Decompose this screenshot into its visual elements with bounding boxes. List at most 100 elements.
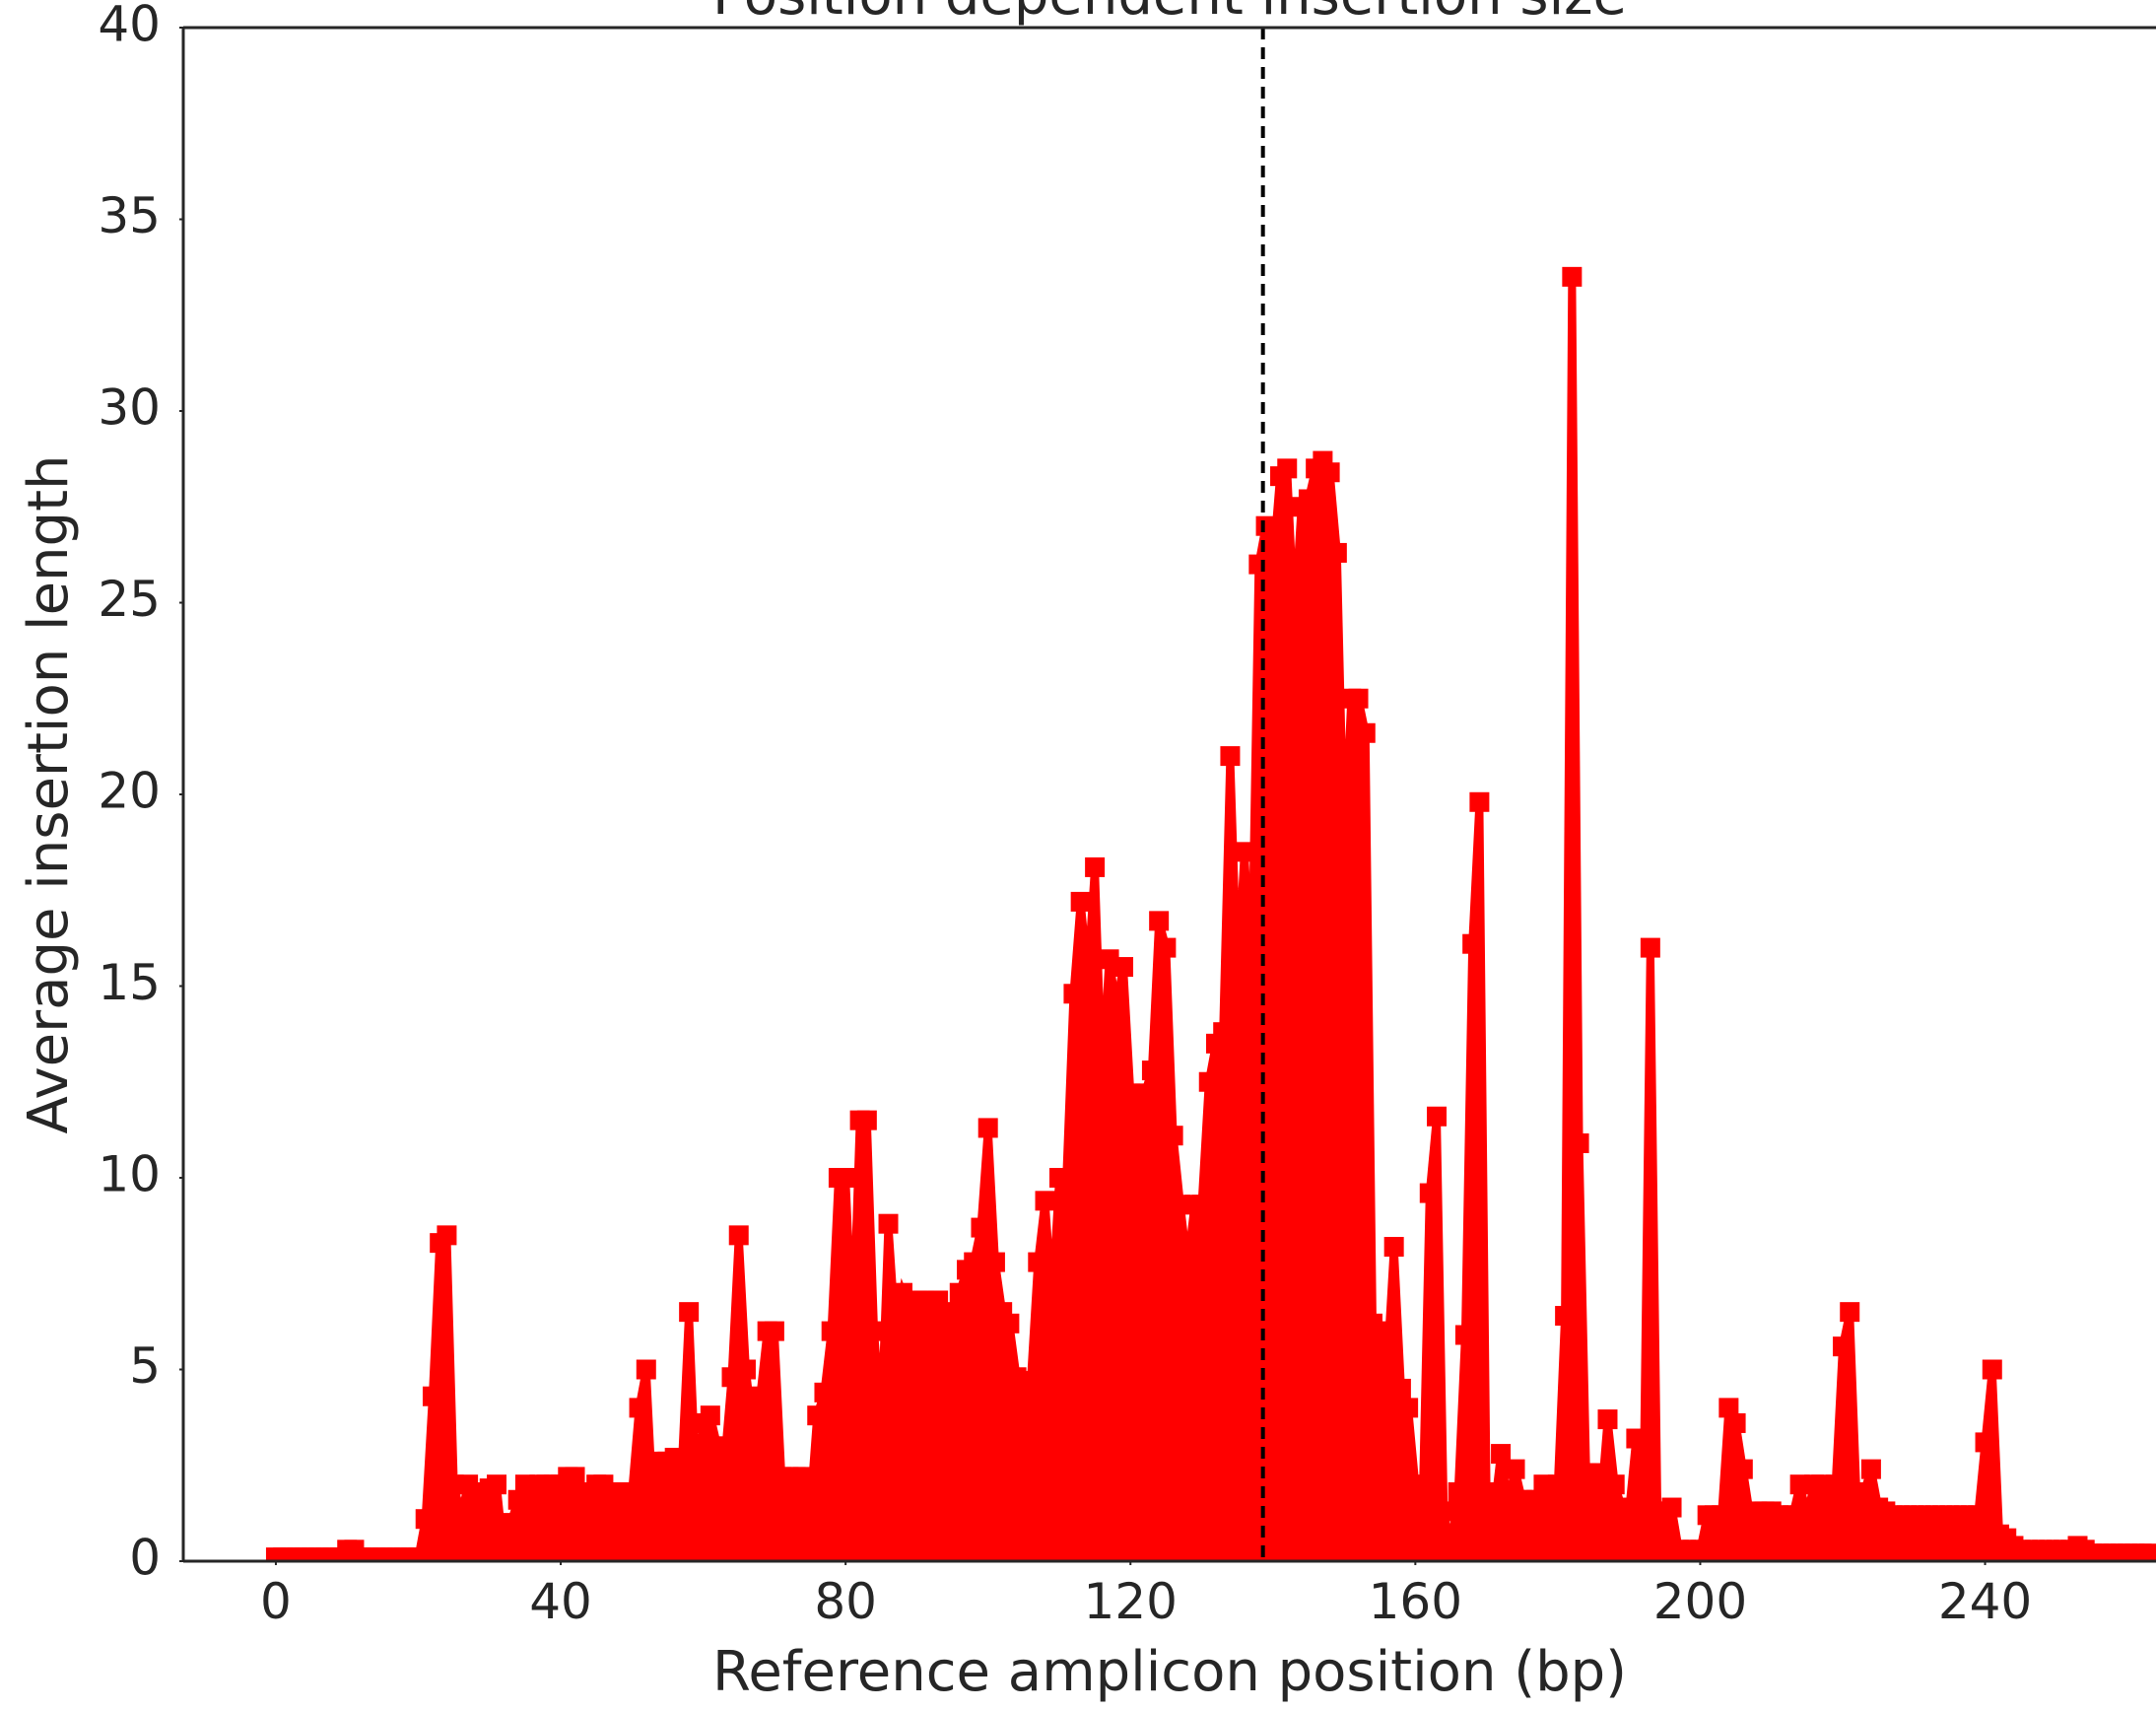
marker xyxy=(1968,1505,1988,1526)
y-tick-label: 0 xyxy=(129,1530,161,1587)
marker xyxy=(1454,1325,1475,1345)
marker xyxy=(1540,1489,1561,1510)
marker xyxy=(1398,1398,1419,1418)
marker xyxy=(1982,1359,2002,1380)
y-tick-label: 20 xyxy=(98,763,161,820)
marker xyxy=(836,1168,856,1188)
marker xyxy=(878,1213,899,1234)
marker xyxy=(1106,994,1126,1015)
marker xyxy=(1405,1474,1426,1495)
marker xyxy=(1419,1183,1440,1203)
marker xyxy=(942,1321,963,1341)
marker xyxy=(1562,266,1583,287)
marker xyxy=(1832,1336,1853,1357)
marker xyxy=(501,1513,521,1534)
y-tick-label: 35 xyxy=(98,187,161,244)
marker xyxy=(1334,842,1355,862)
x-axis-label: Reference amplicon position (bp) xyxy=(712,1640,1627,1704)
marker xyxy=(671,1455,692,1475)
y-axis-label: Average insertion length xyxy=(17,454,81,1133)
marker xyxy=(1070,891,1091,912)
marker xyxy=(629,1398,649,1418)
marker xyxy=(807,1405,828,1426)
marker xyxy=(1156,937,1177,958)
marker xyxy=(1213,1022,1234,1043)
marker xyxy=(1178,1256,1198,1276)
marker xyxy=(949,1282,970,1303)
marker xyxy=(1298,489,1318,510)
x-tick-label: 40 xyxy=(529,1573,592,1630)
marker xyxy=(1569,1132,1589,1153)
marker xyxy=(1505,1459,1525,1479)
marker xyxy=(1191,1195,1212,1215)
plot-area xyxy=(265,28,2156,1561)
marker xyxy=(977,1118,998,1138)
marker xyxy=(971,1217,991,1238)
marker xyxy=(1818,1497,1839,1518)
marker xyxy=(821,1321,842,1341)
marker xyxy=(1284,611,1305,632)
marker xyxy=(472,1493,493,1514)
marker xyxy=(964,1252,984,1272)
marker xyxy=(714,1451,735,1471)
marker xyxy=(679,1302,700,1323)
marker xyxy=(437,1225,457,1246)
marker xyxy=(1028,1252,1048,1272)
marker xyxy=(1220,746,1241,767)
marker xyxy=(1277,458,1298,479)
chart-title: Position dependent insertion size xyxy=(712,0,1627,28)
marker xyxy=(1063,984,1084,1004)
marker xyxy=(864,1321,885,1341)
x-tick-label: 240 xyxy=(1938,1573,2032,1630)
y-tick-label: 30 xyxy=(98,379,161,437)
marker xyxy=(450,1505,471,1526)
marker xyxy=(1255,515,1276,536)
marker xyxy=(1491,1444,1512,1465)
marker xyxy=(1434,1501,1454,1522)
marker xyxy=(1462,933,1483,954)
x-tick-label: 0 xyxy=(260,1573,292,1630)
marker xyxy=(1355,722,1376,743)
marker xyxy=(1319,462,1340,483)
marker xyxy=(1042,1290,1062,1311)
marker xyxy=(1469,791,1490,812)
marker xyxy=(1604,1474,1625,1495)
marker xyxy=(743,1420,764,1441)
marker xyxy=(1370,1321,1390,1341)
marker xyxy=(700,1405,720,1426)
marker xyxy=(842,1329,863,1349)
marker xyxy=(935,1302,956,1323)
marker xyxy=(1441,1539,1461,1560)
marker xyxy=(1092,1071,1112,1092)
marker xyxy=(636,1359,656,1380)
marker xyxy=(1725,1412,1746,1433)
marker xyxy=(1718,1398,1739,1418)
marker xyxy=(814,1382,835,1402)
marker xyxy=(735,1359,756,1380)
marker xyxy=(1383,1237,1404,1258)
x-tick-label: 120 xyxy=(1084,1573,1178,1630)
marker xyxy=(1113,957,1134,978)
marker xyxy=(1712,1505,1732,1526)
marker xyxy=(408,1547,429,1561)
x-tick-label: 80 xyxy=(814,1573,877,1630)
marker xyxy=(1242,976,1262,996)
marker xyxy=(871,1412,892,1433)
marker xyxy=(643,1501,664,1522)
marker xyxy=(750,1386,771,1406)
marker xyxy=(1390,1378,1411,1399)
marker xyxy=(1021,1371,1042,1392)
marker xyxy=(2138,1543,2156,1561)
x-tick-label: 160 xyxy=(1369,1573,1462,1630)
marker xyxy=(1326,542,1347,563)
marker xyxy=(1825,1474,1846,1495)
marker xyxy=(1234,842,1254,862)
marker xyxy=(422,1386,442,1406)
marker xyxy=(1427,1106,1448,1127)
marker xyxy=(800,1501,821,1522)
marker xyxy=(1626,1428,1647,1449)
marker xyxy=(1141,1060,1162,1081)
marker xyxy=(1198,1071,1219,1092)
marker xyxy=(1661,1497,1682,1518)
